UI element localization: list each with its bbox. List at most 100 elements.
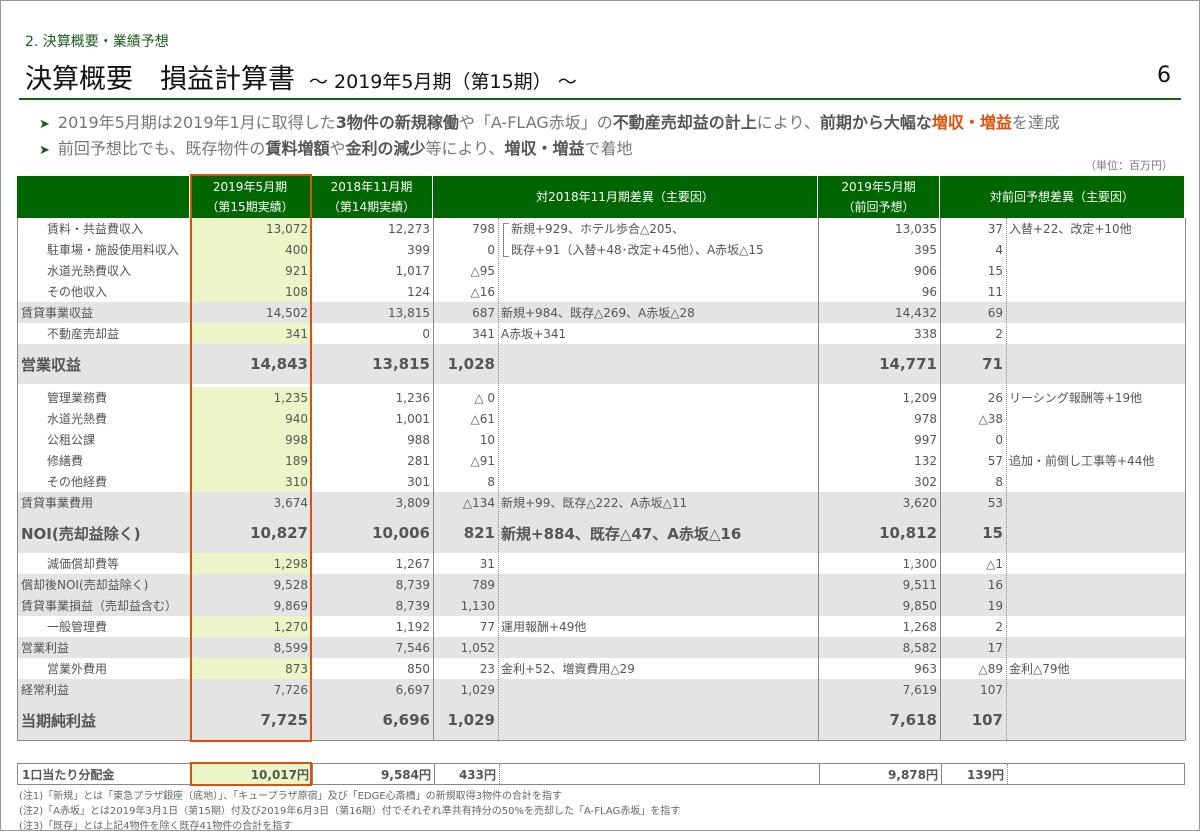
value-cell: 7,726 — [273, 682, 308, 697]
table-row: 賃料・共益費収入 13,072 12,273 798 新規+929、ホテル歩合△205、… — [17, 218, 1185, 239]
distribution-value: 139円 — [941, 764, 1007, 784]
value-cell: 6,696 — [382, 711, 430, 729]
value-cell: 798 — [472, 221, 495, 236]
header-text: 2019年5月期 — [212, 180, 288, 194]
row-label: その他経費 — [47, 475, 108, 489]
value-cell: 107 — [971, 711, 1003, 729]
reason-text — [1006, 637, 1185, 658]
note-1: (注1)「新規」とは「東急プラザ銀座（底地）」、「キュープラザ原宿」及び「EDG… — [19, 791, 563, 802]
value-cell: 1,052 — [460, 640, 495, 655]
value-cell: 1,028 — [447, 355, 495, 373]
reason-text — [1006, 492, 1185, 513]
value-cell: 189 — [190, 450, 311, 471]
reason-text — [498, 408, 818, 429]
reason-text: 新規+984、既存△269、A赤坂△28 — [501, 306, 695, 320]
column-divider — [433, 218, 434, 740]
reason-text: 運用報酬+49他 — [501, 620, 587, 634]
row-label: 減価償却費等 — [47, 557, 120, 571]
reason-text — [1006, 323, 1185, 344]
table-bottom-border — [17, 740, 1185, 741]
table-row: 駐車場・施設使用料収入 400 399 0 既存+91（入替+48･改定+45他）、A赤… — [17, 239, 1185, 260]
value-cell: 124 — [407, 284, 430, 299]
table-row: 修繕費 189 281 △91 132 57 追加・前倒し工事等+44他 — [17, 450, 1185, 471]
value-cell: 7,618 — [889, 711, 937, 729]
column-header-c5: 対前回予想差異（主要因） — [940, 176, 1185, 218]
value-cell: 8,582 — [902, 640, 937, 655]
arrow-icon: ➤ — [39, 143, 50, 158]
distribution-value — [499, 764, 819, 784]
header-text: 2019年5月期 — [841, 180, 916, 194]
value-cell: 11 — [987, 284, 1003, 299]
value-cell: 7,619 — [902, 682, 937, 697]
column-divider — [498, 218, 499, 740]
value-cell: 14,502 — [266, 305, 308, 320]
reason-text: A赤坂+341 — [501, 327, 567, 341]
distribution-highlight — [190, 762, 312, 786]
reason-text — [1006, 616, 1185, 637]
bullet-text: 2019年5月期は2019年1月に取得した — [57, 113, 336, 132]
table-row: 賃貸事業収益 14,502 13,815 687 新規+984、既存△269、A赤坂△2… — [17, 302, 1185, 323]
value-cell: 13,072 — [190, 218, 311, 239]
row-label: 賃料・共益費収入 — [47, 222, 144, 236]
value-cell: 15 — [982, 524, 1003, 542]
column-header-c4: 2019年5月期 （前回予想） — [818, 176, 940, 218]
row-label: 駐車場・施設使用料収入 — [47, 243, 180, 257]
value-cell: 395 — [914, 242, 937, 257]
reason-text: 新規+929、ホテル歩合△205、 — [511, 222, 685, 236]
bullet-text: で着地 — [584, 139, 633, 158]
value-cell: 1,270 — [190, 616, 311, 637]
distribution-value: 10,017円 — [191, 764, 312, 784]
bullet-text: 前期から大幅な — [819, 113, 932, 132]
row-label: 賃貸事業収益 — [21, 306, 94, 320]
table-row: 水道光熱費収入 921 1,017 △95 906 15 — [17, 260, 1185, 281]
table-row: その他収入 108 124 △16 96 11 — [17, 281, 1185, 302]
bullet-text: 増収・増益 — [504, 139, 585, 158]
reason-text — [1006, 239, 1185, 260]
value-cell: 96 — [921, 284, 937, 299]
value-cell: 1,209 — [902, 390, 937, 405]
row-label: 経常利益 — [21, 683, 70, 697]
reason-text — [498, 637, 818, 658]
bullet-1: ➤ 2019年5月期は2019年1月に取得した3物件の新規稼働や「A-FLAG赤坂… — [39, 109, 1060, 133]
value-cell: 7,546 — [395, 640, 430, 655]
value-cell: △61 — [470, 411, 496, 426]
bullet-text: 3物件の新規稼働 — [335, 113, 459, 132]
distribution-label: 1口当たり分配金 — [22, 767, 115, 782]
value-cell: 2 — [995, 326, 1003, 341]
value-cell: 310 — [190, 471, 311, 492]
table-row: 減価償却費等 1,298 1,267 31 1,300 △1 — [17, 553, 1185, 574]
reason-text — [498, 450, 818, 471]
arrow-icon: ➤ — [39, 117, 50, 132]
table-row: 賃貸事業損益（売却益含む） 9,869 8,739 1,130 9,850 19 — [17, 595, 1185, 616]
reason-text — [498, 553, 818, 574]
value-cell: △38 — [978, 411, 1004, 426]
value-cell: 1,192 — [395, 619, 430, 634]
value-cell: 1,017 — [395, 263, 430, 278]
table-row: NOI(売却益除く) 10,827 10,006 821 新規+884、既存△47、A赤… — [17, 513, 1185, 553]
table-row: 経常利益 7,726 6,697 1,029 7,619 107 — [17, 679, 1185, 700]
row-label: 営業利益 — [21, 641, 70, 655]
bullet-text: 等により、 — [425, 139, 505, 158]
value-cell: 17 — [987, 640, 1003, 655]
value-cell: 0 — [422, 326, 430, 341]
value-cell: 9,850 — [902, 598, 937, 613]
bullet-text: 増収・増益 — [931, 113, 1012, 132]
row-label: 営業収益 — [21, 355, 82, 374]
table-row: 管理業務費 1,235 1,236 △ 0 1,209 26 リーシング報酬等+19他 — [17, 387, 1185, 408]
note-3: (注3)「既存」とは上記4物件を除く既存41物件の合計を指す — [19, 821, 293, 832]
value-cell: 8 — [487, 474, 495, 489]
table-row: 水道光熱費 940 1,001 △61 978 △38 — [17, 408, 1185, 429]
page-number: 6 — [1157, 63, 1171, 88]
value-cell: 10 — [479, 432, 495, 447]
value-cell: 9,528 — [273, 577, 308, 592]
value-cell: 10,812 — [879, 524, 937, 542]
value-cell: 1,236 — [395, 390, 430, 405]
reason-text — [498, 595, 818, 616]
table-row: 当期純利益 7,725 6,696 1,029 7,618 107 — [17, 700, 1185, 740]
column-divider — [17, 218, 18, 740]
value-cell: 281 — [407, 453, 430, 468]
value-cell: 8,599 — [273, 640, 308, 655]
value-cell: 0 — [995, 432, 1003, 447]
table-row: 償却後NOI(売却益除く) 9,528 8,739 789 9,511 16 — [17, 574, 1185, 595]
table-row: 公租公課 998 988 10 997 0 — [17, 429, 1185, 450]
